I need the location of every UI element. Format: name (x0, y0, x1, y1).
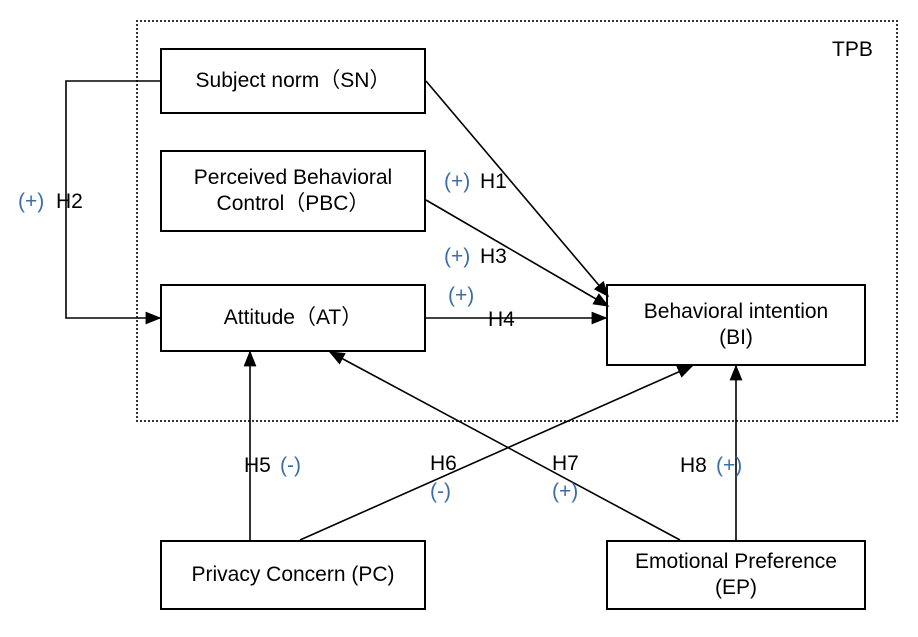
edge-h5-sign-label: (-) (280, 454, 301, 478)
node-sn: Subject norm（SN） (160, 48, 426, 114)
edge-h1-hyp-label: H1 (480, 170, 507, 194)
edge-h5-hyp-label: H5 (244, 454, 271, 478)
node-bi: Behavioral intention(BI) (606, 284, 866, 366)
edge-h8-sign-label: (+) (716, 454, 742, 478)
edge-h8-hyp-label: H8 (680, 454, 707, 478)
node-pbc: Perceived BehavioralControl（PBC） (160, 150, 426, 232)
node-pc-label: Privacy Concern (PC) (191, 562, 394, 588)
edge-h1-sign-label: (+) (444, 170, 470, 194)
edge-h4-hyp-label: H4 (488, 308, 515, 332)
edge-h2-hyp-label: H2 (56, 190, 83, 214)
node-sn-label: Subject norm（SN） (196, 68, 391, 94)
node-at-label: Attitude（AT） (224, 305, 363, 331)
edge-h3-hyp-label: H3 (480, 245, 507, 269)
tpb-frame-label: TPB (832, 38, 873, 62)
node-ep: Emotional Preference(EP) (606, 540, 866, 610)
edge-h3-sign-label: (+) (444, 245, 470, 269)
edge-h6-sign-label: (-) (430, 480, 451, 504)
edge-h7-hyp-label: H7 (552, 452, 579, 476)
edge-h6-hyp-label: H6 (430, 452, 457, 476)
node-bi-label: Behavioral intention(BI) (644, 299, 828, 352)
edge-h7-sign-label: (+) (552, 480, 578, 504)
edge-h4-sign-label: (+) (448, 284, 474, 308)
node-pbc-label: Perceived BehavioralControl（PBC） (194, 165, 392, 218)
diagram-canvas: TPB Subject norm（SN） Perceived Behaviora… (0, 0, 918, 637)
node-at: Attitude（AT） (160, 284, 426, 352)
edge-h2-sign-label: (+) (18, 190, 44, 214)
node-ep-label: Emotional Preference(EP) (635, 549, 837, 602)
node-pc: Privacy Concern (PC) (160, 540, 426, 610)
